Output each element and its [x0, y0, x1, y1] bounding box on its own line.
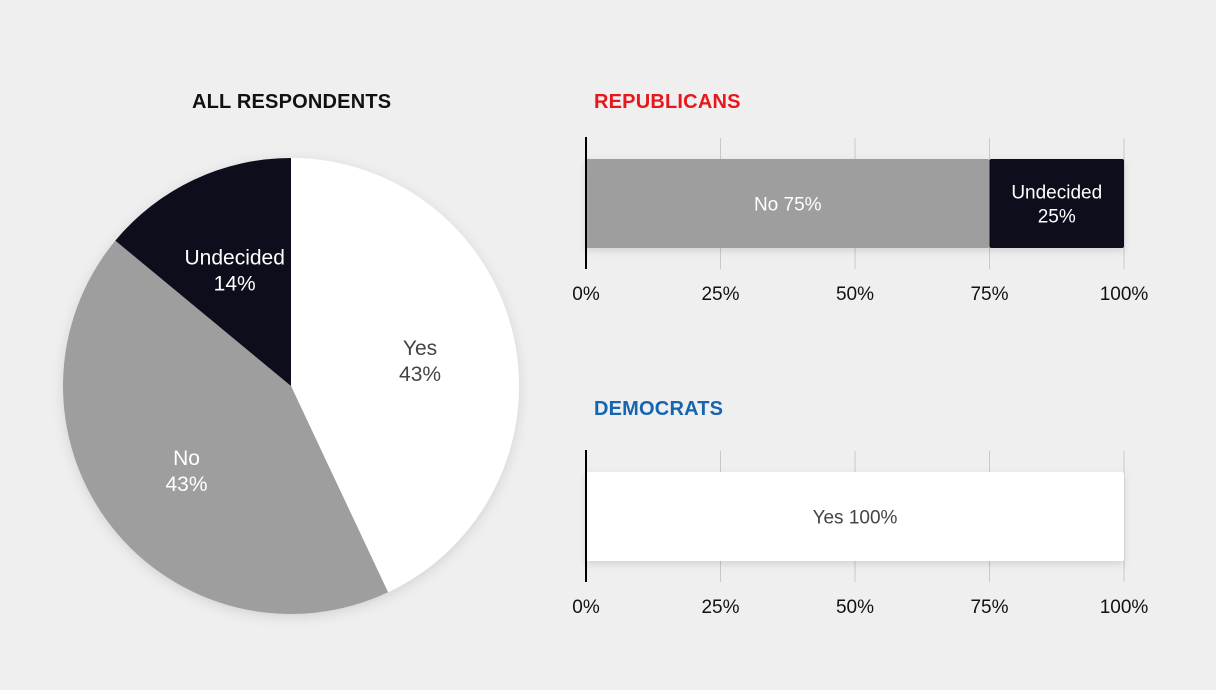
- republicans-title: REPUBLICANS: [594, 91, 741, 113]
- pie-label-yes: Yes: [403, 337, 437, 360]
- democrats-title: DEMOCRATS: [594, 398, 724, 420]
- pie-value-yes: 43%: [399, 363, 441, 386]
- pie-label-no: No: [173, 447, 200, 470]
- pie-slice-no: [63, 240, 389, 614]
- pie-chart-title: ALL RESPONDENTS: [192, 91, 392, 113]
- democrats-bar-yes: [586, 472, 1124, 561]
- republicans-tick-label: 100%: [1100, 284, 1149, 305]
- republicans-tick-label: 25%: [701, 284, 739, 305]
- republicans-bar-no: [586, 159, 990, 248]
- democrats-tick-label: 25%: [701, 597, 739, 618]
- pie-value-no: 43%: [165, 473, 207, 496]
- pie-slice-yes: [291, 158, 519, 593]
- democrats-tick-label: 100%: [1100, 597, 1149, 618]
- pie-chart: Yes 43% No 43% Undecided 14%: [63, 158, 519, 614]
- democrats-tick-label: 0%: [572, 597, 600, 618]
- pie-slice-undecided: [115, 158, 291, 386]
- republicans-bar-chart: No 75% Undecided 25% 0% 25% 50% 75% 100%: [572, 137, 1148, 305]
- pie-label-undecided: Undecided: [184, 246, 284, 269]
- democrats-tick-label: 75%: [970, 597, 1008, 618]
- democrats-bar-label-yes: Yes 100%: [813, 508, 898, 529]
- republicans-bar-label-undecided: Undecided: [1011, 183, 1102, 204]
- democrats-tick-label: 50%: [836, 597, 874, 618]
- pie-value-undecided: 14%: [214, 272, 256, 295]
- republicans-tick-label: 0%: [572, 284, 600, 305]
- republicans-bar-label-no: No 75%: [754, 195, 822, 216]
- democrats-bar-chart: Yes 100% 0% 25% 50% 75% 100%: [572, 450, 1148, 618]
- republicans-bar-undecided: [989, 159, 1124, 248]
- republicans-bar-label-undecided: 25%: [1038, 207, 1076, 228]
- republicans-tick-label: 50%: [836, 284, 874, 305]
- republicans-tick-label: 75%: [970, 284, 1008, 305]
